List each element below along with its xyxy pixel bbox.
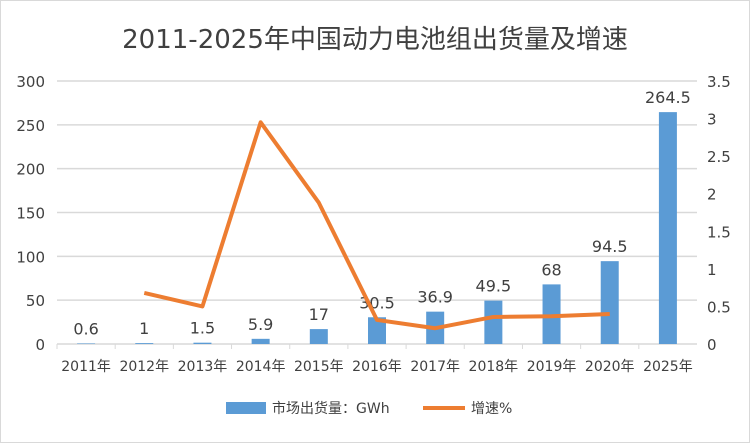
bar (542, 284, 561, 344)
y-left-tick-label: 300 (16, 73, 45, 91)
y-left-tick-label: 100 (16, 248, 45, 266)
x-tick-label: 2013年 (178, 359, 228, 375)
y-left-tick-label: 50 (26, 292, 45, 310)
x-tick-label: 2019年 (527, 359, 577, 375)
bar (658, 112, 677, 344)
y-right-tick-label: 1 (707, 261, 717, 279)
x-tick-label: 2017年 (410, 359, 460, 375)
bar (193, 342, 212, 344)
y-left-tick-label: 150 (16, 205, 45, 223)
bar (600, 261, 619, 344)
x-tick-label: 2014年 (236, 359, 286, 375)
bar-data-label: 36.9 (417, 288, 453, 307)
y-left-tick-label: 250 (16, 117, 45, 135)
bar-data-label: 94.5 (592, 237, 628, 256)
y-left-tick-label: 200 (16, 161, 45, 179)
y-left-tick-label: 0 (35, 336, 45, 354)
bar (251, 338, 270, 344)
bar-data-label: 0.6 (73, 319, 98, 338)
x-tick-label: 2018年 (469, 359, 519, 375)
legend-swatch-bar (226, 402, 266, 414)
x-tick-label: 2016年 (352, 359, 402, 375)
y-right-tick-label: 1.5 (707, 223, 731, 241)
bar (484, 300, 503, 344)
y-right-tick-label: 0.5 (707, 298, 731, 316)
x-tick-label: 2025年 (643, 359, 693, 375)
bar-data-label: 17 (309, 305, 329, 324)
x-tick-label: 2015年 (294, 359, 344, 375)
bar (77, 343, 96, 344)
y-right-tick-label: 3 (707, 111, 717, 129)
x-tick-label: 2011年 (61, 359, 111, 375)
bar (309, 329, 328, 344)
x-tick-label: 2020年 (585, 359, 635, 375)
bar-data-label: 264.5 (645, 88, 691, 107)
bar-data-label: 1.5 (190, 319, 215, 338)
bar (135, 343, 154, 344)
bar-data-label: 68 (541, 260, 561, 279)
y-right-tick-label: 2 (707, 186, 717, 204)
chart-title: 2011-2025年中国动力电池组出货量及增速 (122, 25, 628, 55)
bar-data-label: 1 (139, 319, 149, 338)
legend-label-line: 增速% (471, 401, 512, 417)
y-right-tick-label: 2.5 (707, 148, 731, 166)
x-tick-label: 2012年 (119, 359, 169, 375)
bar (368, 317, 386, 344)
legend-label-bar: 市场出货量：GWh (272, 400, 390, 417)
bar-data-label: 49.5 (476, 277, 512, 296)
bar-data-label: 5.9 (248, 315, 273, 334)
y-right-tick-label: 3.5 (707, 73, 731, 91)
y-right-tick-label: 0 (707, 336, 717, 354)
